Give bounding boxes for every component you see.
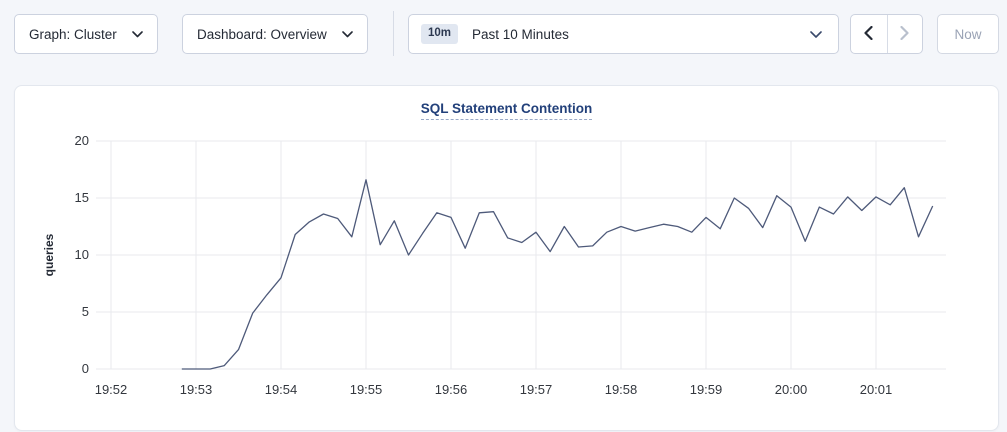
y-tick-label: 20 [74,133,89,148]
x-tick-label: 19:52 [94,382,128,397]
x-tick-label: 19:59 [689,382,723,397]
x-tick-label: 20:01 [859,382,893,397]
chevron-down-icon [810,27,822,42]
x-tick-label: 19:55 [349,382,383,397]
graph-dropdown-label: Graph: Cluster [29,26,117,42]
dashboard-dropdown-label: Dashboard: Overview [197,26,327,42]
x-tick-label: 19:57 [519,382,553,397]
now-button[interactable]: Now [937,14,999,54]
chevron-left-icon [864,25,873,43]
chart-title: SQL Statement Contention [15,101,998,120]
x-tick-label: 19:53 [179,382,213,397]
dashboard-dropdown[interactable]: Dashboard: Overview [182,14,368,54]
y-tick-label: 10 [74,247,89,262]
y-tick-label: 15 [74,190,89,205]
chart-title-text[interactable]: SQL Statement Contention [420,101,593,120]
chevron-right-icon [900,25,909,43]
x-tick-label: 19:54 [264,382,298,397]
chevron-down-icon [132,30,143,38]
chart-card: SQL Statement Contention queries 0 5 10 15 2… [14,85,999,431]
chevron-down-icon [342,30,353,38]
time-range-label: Past 10 Minutes [472,26,569,42]
x-tick-label: 19:56 [434,382,468,397]
y-tick-label: 5 [81,304,89,319]
series-line [181,179,934,370]
time-range-picker[interactable]: 10m Past 10 Minutes [408,14,839,54]
graph-dropdown[interactable]: Graph: Cluster [14,14,158,54]
time-range-badge: 10m [421,24,459,44]
time-range-back-button[interactable] [851,15,887,53]
x-tick-label: 19:58 [604,382,638,397]
line-chart-plot [96,140,946,370]
time-range-nav-group [850,14,923,54]
x-tick-label: 20:00 [774,382,808,397]
y-tick-label: 0 [81,361,89,376]
toolbar-divider [393,11,394,56]
time-range-forward-button[interactable] [886,15,923,53]
